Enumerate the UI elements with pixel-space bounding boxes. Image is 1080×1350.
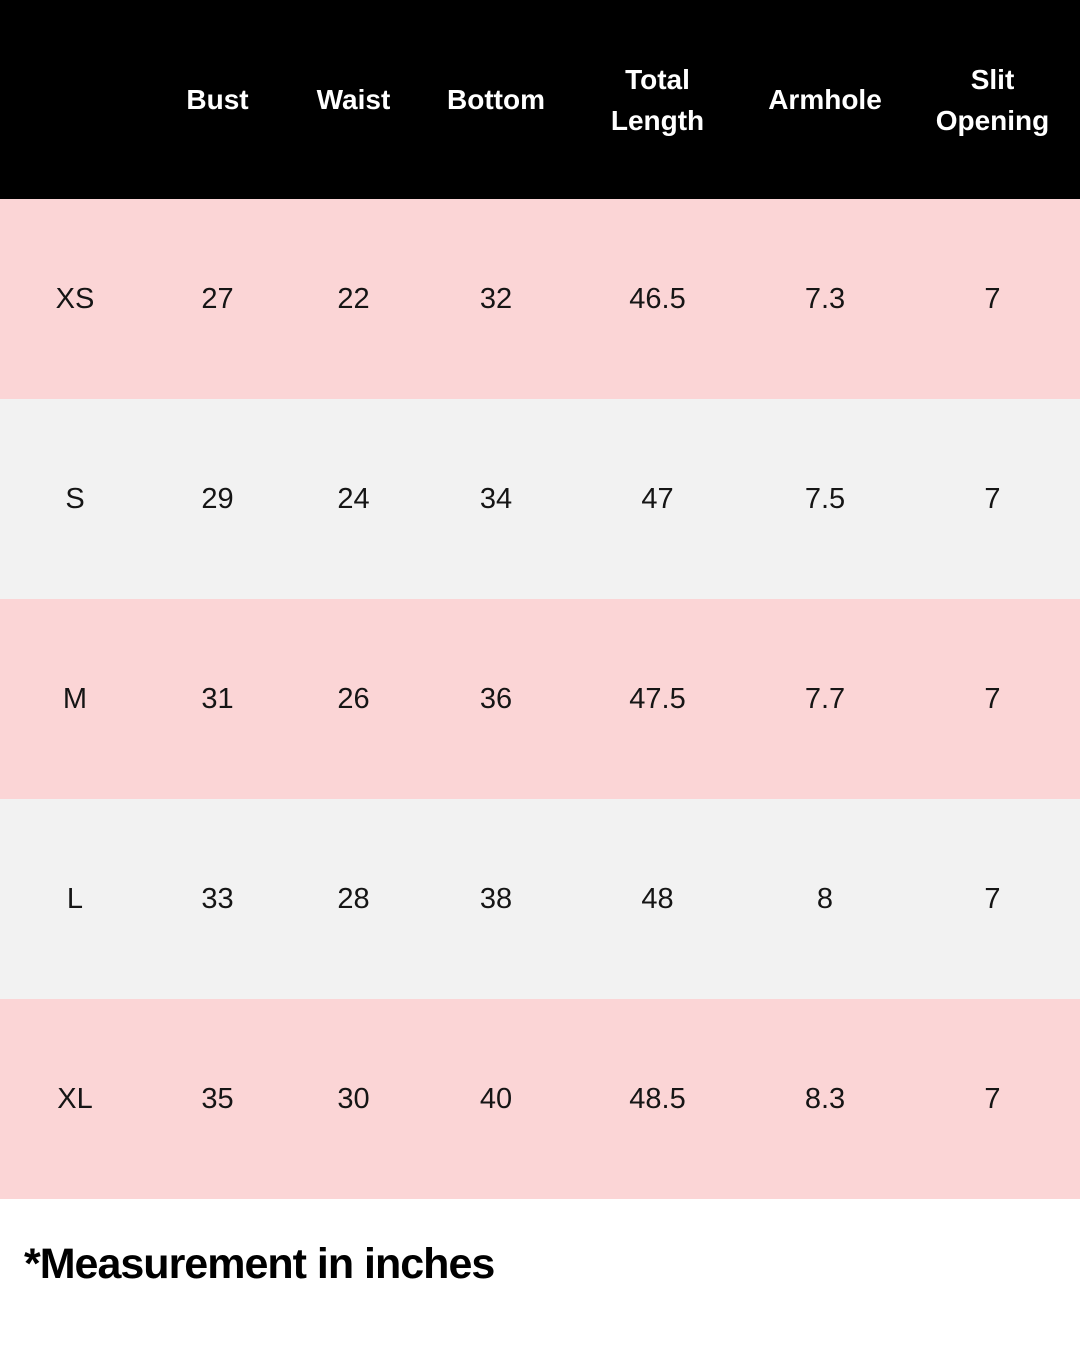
cell-bottom: 34: [479, 482, 513, 515]
cell-waist: 30: [337, 1082, 370, 1115]
cell-armhole: 8.3: [804, 1082, 846, 1115]
table-row: XS 27 22 32 46.5 7.3 7: [0, 199, 1080, 399]
header-slit-opening: Slit Opening: [935, 63, 1050, 136]
cell-slit-opening: 7: [984, 482, 1001, 515]
cell-size: M: [62, 682, 88, 715]
table-row: M 31 26 36 47.5 7.7 7: [0, 599, 1080, 799]
header-armhole: Armhole: [768, 84, 882, 115]
header-waist: Waist: [316, 84, 391, 115]
cell-armhole: 7.3: [804, 282, 846, 315]
cell-bust: 27: [201, 282, 234, 315]
cell-slit-opening: 7: [984, 282, 1001, 315]
cell-bottom: 32: [479, 282, 513, 315]
cell-total-length: 47: [641, 482, 674, 515]
cell-bust: 29: [201, 482, 234, 515]
cell-waist: 28: [337, 882, 370, 915]
cell-waist: 24: [337, 482, 370, 515]
cell-size: XS: [55, 282, 95, 315]
cell-armhole: 7.5: [804, 482, 846, 515]
cell-bust: 33: [201, 882, 234, 915]
footnote: *Measurement in inches: [24, 1240, 495, 1288]
cell-bottom: 38: [479, 882, 513, 915]
cell-total-length: 47.5: [629, 682, 686, 715]
header-bust: Bust: [186, 84, 249, 115]
cell-waist: 26: [337, 682, 370, 715]
header-bottom: Bottom: [447, 84, 545, 115]
cell-armhole: 8: [816, 882, 834, 915]
header-total-length: Total Length: [610, 63, 705, 136]
cell-bottom: 40: [479, 1082, 513, 1115]
cell-bust: 35: [201, 1082, 234, 1115]
cell-slit-opening: 7: [984, 1082, 1001, 1115]
cell-armhole: 7.7: [804, 682, 846, 715]
cell-size: L: [66, 882, 84, 915]
cell-waist: 22: [337, 282, 370, 315]
table-row: S 29 24 34 47 7.5 7: [0, 399, 1080, 599]
cell-bust: 31: [201, 682, 234, 715]
cell-slit-opening: 7: [984, 882, 1001, 915]
table-row: XL 35 30 40 48.5 8.3 7: [0, 999, 1080, 1199]
cell-slit-opening: 7: [984, 682, 1001, 715]
table-row: L 33 28 38 48 8 7: [0, 799, 1080, 999]
cell-bottom: 36: [479, 682, 513, 715]
table-header: Bust Waist Bottom Total Length Armhole S…: [0, 0, 1080, 199]
cell-total-length: 46.5: [629, 282, 686, 315]
cell-total-length: 48.5: [629, 1082, 686, 1115]
cell-size: S: [65, 482, 85, 515]
cell-total-length: 48: [641, 882, 674, 915]
cell-size: XL: [57, 1082, 93, 1115]
